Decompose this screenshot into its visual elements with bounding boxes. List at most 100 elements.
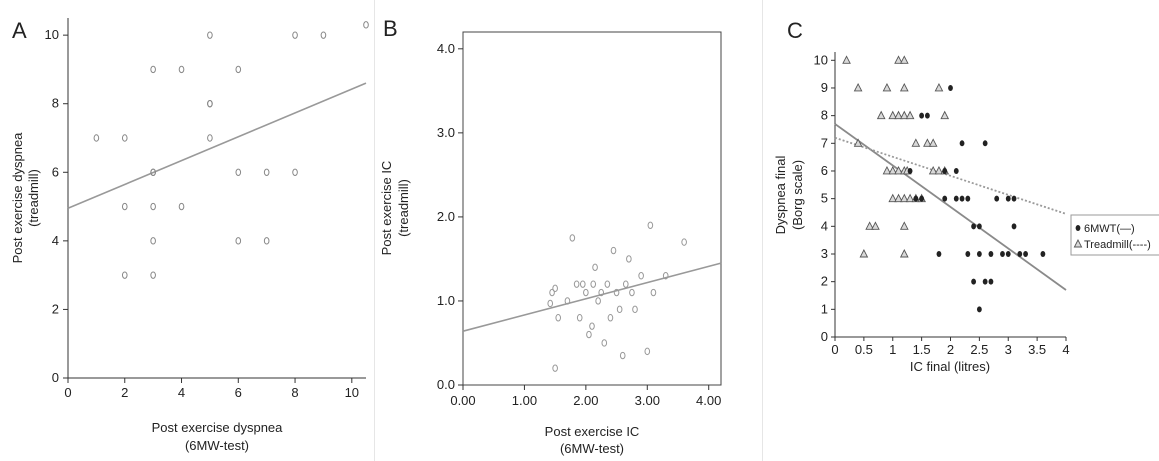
chart-b-svg: B 0.00 1.00 2.00 3.00 4.00 0.0 1.0 2.0 3.0 4.0 Post…	[379, 16, 722, 456]
fit-line	[67, 82, 367, 210]
data-point	[292, 168, 298, 176]
data-point	[207, 100, 213, 108]
panel-letter: A	[12, 18, 27, 43]
data-point-6mwt	[976, 223, 982, 230]
data-point	[573, 280, 580, 288]
y-tick-label: 2	[821, 274, 828, 289]
y-tick-label: 0.0	[437, 377, 455, 392]
data-point-6mwt	[919, 112, 925, 119]
data-point-treadmill	[899, 110, 909, 120]
y-tick-label: 4	[821, 218, 828, 233]
data-point	[363, 21, 369, 29]
data-point-treadmill	[899, 221, 909, 230]
data-point	[263, 168, 270, 176]
y-axis-label-secondary: (treadmill)	[26, 169, 41, 227]
data-point	[320, 31, 327, 39]
data-point-treadmill	[928, 138, 938, 147]
data-point	[619, 351, 626, 360]
data-point	[547, 299, 554, 308]
x-tick-label: 10	[345, 385, 359, 400]
y-tick-label: 1.0	[437, 293, 455, 308]
data-point-treadmill	[905, 193, 915, 203]
data-point	[650, 288, 657, 297]
data-point-treadmill	[894, 110, 903, 120]
x-tick-label: 4.00	[696, 393, 721, 408]
data-point-6mwt	[925, 112, 930, 119]
data-point-treadmill	[899, 249, 909, 258]
data-point-treadmill	[911, 138, 921, 147]
x-axis-label: Post exercise IC	[545, 424, 640, 439]
x-tick-label: 1	[889, 342, 896, 357]
data-point-6mwt	[971, 223, 976, 230]
data-point	[552, 284, 558, 293]
y-tick-label: 10	[45, 27, 59, 42]
data-point	[121, 134, 128, 142]
x-axis-label: Post exercise dyspnea	[152, 420, 284, 435]
data-point-treadmill	[888, 193, 898, 203]
data-point-6mwt	[959, 195, 965, 202]
data-point	[93, 134, 100, 142]
x-axis-label-secondary: (6MW-test)	[185, 438, 249, 453]
data-point	[613, 288, 620, 297]
x-tick-label: 1.00	[512, 393, 537, 408]
data-point	[263, 237, 270, 245]
fit-line	[462, 262, 722, 332]
data-point-6mwt	[965, 250, 971, 257]
data-point-6mwt	[1011, 223, 1017, 230]
data-point	[576, 314, 583, 322]
fit-line-treadmill	[834, 136, 1067, 215]
data-point-6mwt	[988, 278, 994, 285]
y-tick-label: 3.0	[437, 125, 455, 140]
data-point-6mwt	[953, 195, 959, 202]
data-point	[564, 297, 571, 305]
data-point-6mwt	[971, 278, 976, 285]
y-tick-label: 5	[821, 191, 828, 206]
data-point-treadmill	[871, 221, 880, 230]
data-point	[638, 272, 644, 280]
data-point	[647, 221, 654, 230]
data-point	[121, 271, 128, 279]
y-axis-label-secondary: (Borg scale)	[790, 160, 805, 230]
data-point-treadmill	[934, 165, 944, 175]
y-tick-label: 6	[821, 163, 828, 178]
x-tick-label: 3	[1005, 342, 1012, 357]
x-tick-label: 2	[947, 342, 954, 357]
data-point	[681, 238, 687, 246]
panel-letter: C	[787, 18, 803, 43]
data-point-treadmill	[859, 249, 869, 258]
data-point	[235, 237, 242, 245]
x-tick-label: 1.5	[913, 342, 931, 357]
data-point-6mwt	[1000, 250, 1005, 257]
data-point	[589, 322, 595, 330]
x-tick-label: 8	[291, 385, 298, 400]
x-axis-label: IC final (litres)	[910, 359, 990, 374]
legend-frame	[1070, 214, 1159, 256]
data-point-6mwt	[948, 84, 953, 91]
y-tick-label: 6	[52, 164, 59, 179]
data-point-6mwt	[936, 250, 942, 257]
data-point-6mwt	[982, 278, 988, 285]
chart-a-svg: A 0 2 4 6 8 10 0 2 4 6 8 10 Post exercise dyspnea (6MW…	[10, 18, 369, 453]
panel-letter: B	[383, 16, 398, 41]
y-tick-label: 2	[52, 301, 59, 316]
data-point-6mwt	[953, 167, 959, 174]
y-axis-label: Dyspnea final	[773, 156, 788, 235]
data-point-6mwt	[965, 195, 971, 202]
chart-panel-a: A 0 2 4 6 8 10 0 2 4 6 8 10 Post exercise dyspnea (6MW…	[0, 0, 375, 461]
data-point	[579, 280, 586, 288]
panel-divider	[374, 0, 375, 461]
data-point	[622, 280, 629, 288]
x-tick-label: 0	[64, 385, 71, 400]
x-tick-label: 4	[1062, 342, 1069, 357]
x-tick-label: 0	[831, 342, 838, 357]
x-axis-label-secondary: (6MW-test)	[560, 441, 624, 456]
data-point-6mwt	[976, 306, 982, 313]
data-point	[604, 280, 611, 288]
fit-line-6mwt	[834, 123, 1067, 291]
data-point-treadmill	[923, 138, 932, 147]
data-point-treadmill	[865, 221, 874, 230]
data-point-treadmill	[888, 165, 898, 175]
data-point-treadmill	[894, 193, 903, 203]
data-point	[178, 65, 185, 74]
data-point	[207, 134, 213, 142]
